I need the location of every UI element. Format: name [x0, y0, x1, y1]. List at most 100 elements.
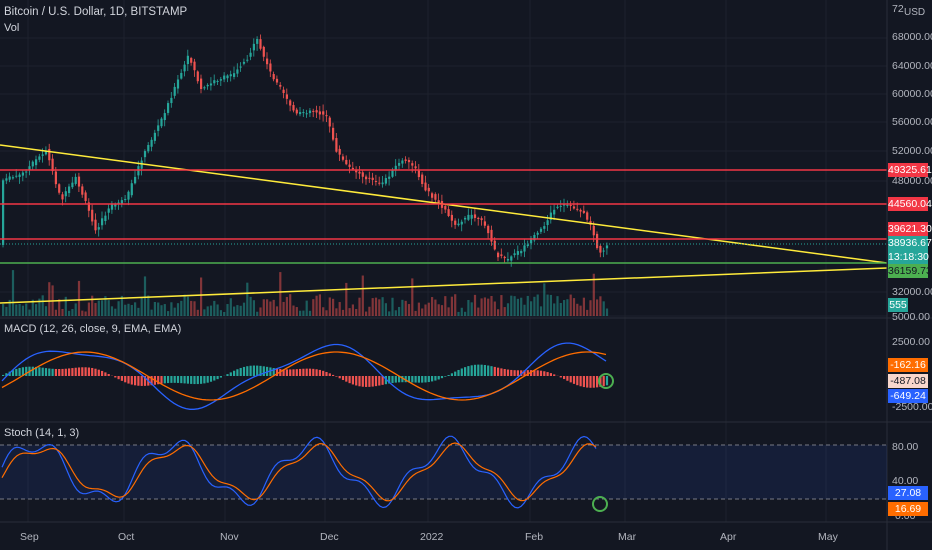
macd-hist-bar: [470, 365, 473, 376]
macd-hist-bar: [315, 369, 318, 376]
candle-body: [226, 75, 229, 79]
macd-hist-bar: [391, 376, 394, 384]
macd-hist-bar: [242, 366, 246, 376]
candle-body: [454, 220, 457, 225]
macd-hist-bar: [447, 375, 450, 376]
candle-body: [64, 191, 67, 197]
volume-bar: [305, 300, 308, 316]
candle-body: [279, 84, 282, 87]
candle-body: [431, 193, 434, 198]
candle-body: [308, 110, 312, 114]
macd-hist-bar: [137, 376, 140, 386]
macd-hist-bar: [285, 369, 288, 376]
volume-bar: [193, 301, 196, 316]
candle-body: [252, 43, 255, 51]
macd-hist-bar: [589, 376, 592, 388]
volume-bar: [523, 304, 526, 316]
candle-body: [183, 64, 186, 72]
currency-label[interactable]: USD: [904, 7, 926, 18]
volume-bar: [35, 304, 38, 316]
volume-bar: [206, 306, 209, 316]
candle-body: [407, 160, 411, 163]
candle-body: [259, 39, 262, 49]
volume-bar: [368, 306, 371, 316]
macd-hist-bar: [31, 366, 34, 376]
candle-body: [74, 176, 77, 184]
price-tag-resistance-1: 49325.61: [888, 163, 932, 177]
candle-body: [305, 113, 308, 115]
macd-hist-bar: [157, 376, 160, 385]
macd-hist-bar: [457, 369, 460, 376]
candle-body: [332, 127, 335, 140]
volume-bar: [490, 295, 493, 316]
macd-hist-bar: [226, 374, 229, 376]
volume-bar: [200, 277, 203, 316]
macd-hist-bar: [500, 368, 503, 376]
volume-bar: [266, 299, 269, 316]
volume-bar: [275, 306, 279, 316]
volume-bar: [546, 294, 549, 316]
candle-body: [114, 203, 117, 207]
volume-bar: [219, 310, 222, 316]
price-tag-resistance-2: 44560.04: [888, 197, 932, 211]
volume-bar: [414, 310, 417, 316]
volume-bar: [295, 307, 298, 316]
macd-hist-bar: [84, 367, 87, 376]
time-tick: Dec: [320, 531, 339, 543]
volume-bar: [355, 308, 358, 316]
candle-body: [374, 180, 378, 182]
macd-hist-bar: [431, 376, 434, 382]
candle-body: [549, 212, 552, 220]
macd-hist-bar: [74, 367, 77, 376]
candle-body: [361, 172, 364, 177]
macd-hist-bar: [503, 369, 506, 376]
candle-body: [457, 223, 460, 226]
volume-bar: [272, 299, 275, 316]
macd-hist-bar: [236, 369, 239, 376]
candle-body: [262, 46, 265, 57]
macd-hist-bar: [163, 376, 166, 384]
volume-bar: [421, 308, 424, 316]
macd-hist-bar: [546, 372, 549, 376]
candle-body: [493, 240, 496, 250]
volume-bar: [229, 298, 232, 316]
candle-body: [341, 156, 345, 160]
volume-label[interactable]: Vol: [4, 22, 20, 34]
candle-body: [180, 72, 183, 79]
macd-hist-bar: [520, 370, 523, 376]
macd-hist-bar: [318, 369, 321, 376]
macd-hist-bar: [246, 366, 249, 376]
symbol-title[interactable]: Bitcoin / U.S. Dollar, 1D, BITSTAMP: [4, 6, 188, 18]
candle-body: [358, 171, 361, 174]
volume-bar: [163, 304, 166, 316]
candle-body: [592, 225, 595, 236]
volume-bar: [282, 301, 285, 316]
candle-body: [530, 238, 533, 244]
time-tick: Apr: [720, 531, 737, 543]
price-tick: 64000.00: [892, 60, 932, 72]
candle-body: [473, 214, 477, 218]
time-tick: 2022: [420, 531, 444, 543]
volume-bar: [21, 305, 24, 316]
macd-hist-bar: [299, 368, 302, 376]
macd-hist-bar: [497, 367, 500, 376]
macd-hist-bar: [414, 376, 417, 383]
candle-body: [348, 164, 351, 167]
volume-bar: [394, 310, 397, 316]
macd-hist-bar: [91, 367, 94, 376]
volume-bar: [41, 295, 44, 316]
candle-body: [130, 183, 133, 196]
macd-label[interactable]: MACD (12, 26, close, 9, EMA, EMA): [4, 323, 182, 335]
volume-bar: [48, 282, 51, 316]
macd-hist-bar: [394, 376, 397, 383]
macd-hist-bar: [54, 368, 57, 376]
candle-body: [289, 100, 292, 106]
candle-body: [124, 198, 127, 200]
stoch-label[interactable]: Stoch (14, 1, 3): [4, 427, 80, 439]
trendline-ascending: [0, 267, 888, 304]
stoch-pane: [0, 435, 887, 512]
candle-body: [134, 176, 137, 184]
macd-hist-bar: [454, 371, 457, 376]
candle-body: [384, 178, 387, 184]
